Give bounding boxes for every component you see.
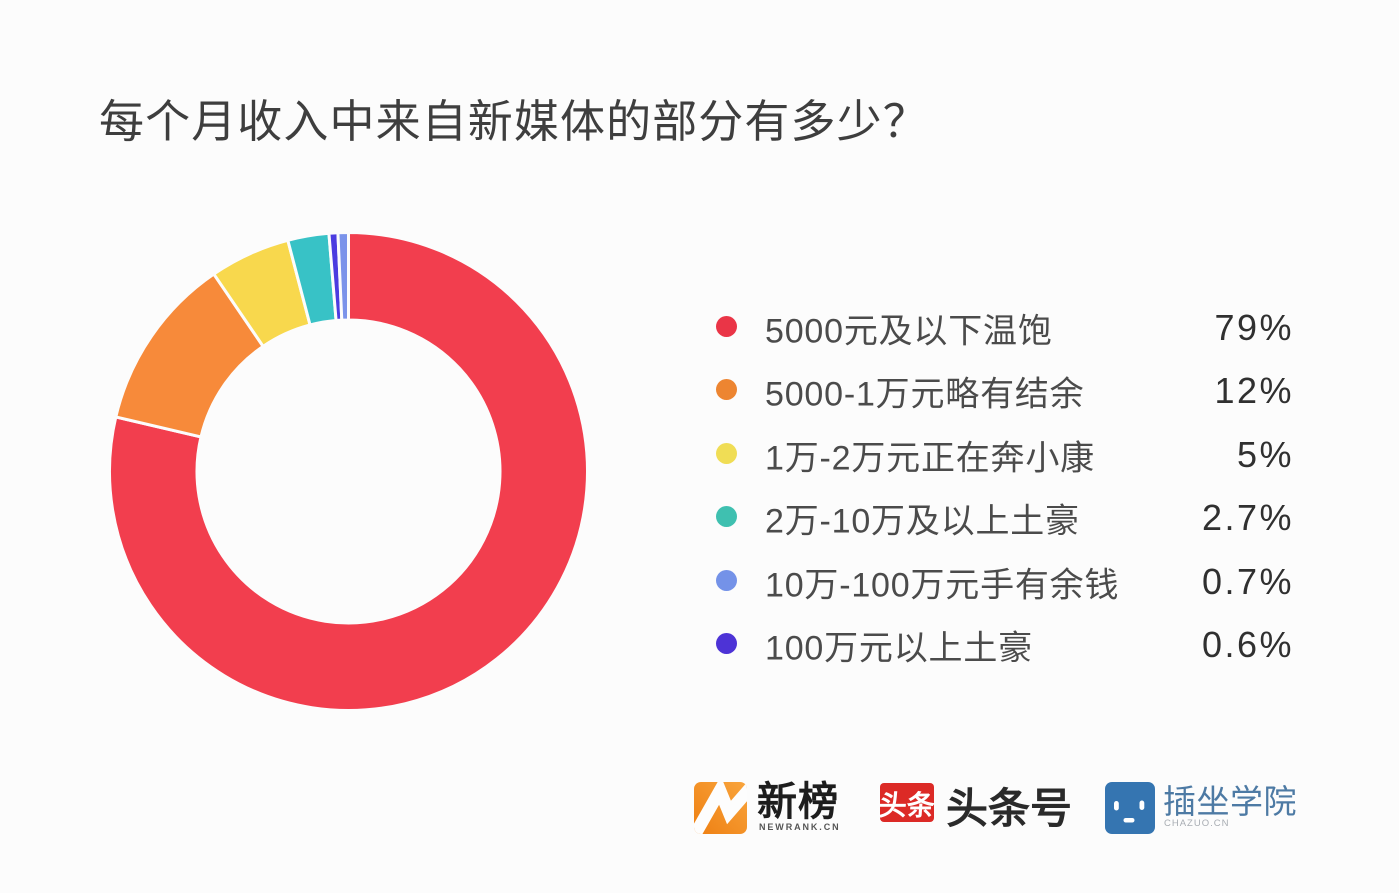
svg-text:NEWRANK.CN: NEWRANK.CN bbox=[759, 822, 841, 832]
svg-text:新榜: 新榜 bbox=[757, 780, 839, 824]
svg-text:头条号: 头条号 bbox=[946, 785, 1072, 832]
svg-text:头条: 头条 bbox=[878, 790, 936, 821]
svg-text:CHAZUO.CN: CHAZUO.CN bbox=[1164, 818, 1229, 829]
svg-text:插坐学院: 插坐学院 bbox=[1163, 783, 1297, 820]
